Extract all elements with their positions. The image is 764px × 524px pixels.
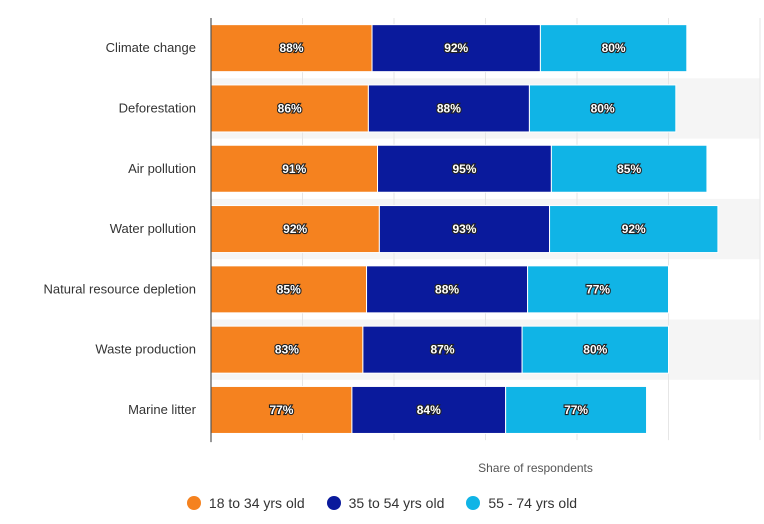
category-label: Waste production (95, 342, 196, 357)
bar-segment (362, 325, 523, 374)
stacked-bar-chart: 88% 92% 80% Climate change 86% 88% 80% Deforest… (44, 18, 761, 475)
category-label: Deforestation (119, 100, 196, 115)
bar-segment (378, 205, 551, 254)
data-label: 95% (452, 162, 476, 176)
data-label: 93% (452, 222, 476, 236)
bar-segment (527, 265, 670, 314)
bar-segment (367, 84, 530, 133)
bar-segment (366, 265, 529, 314)
bar-segment (210, 385, 353, 434)
data-label: 77% (269, 403, 293, 417)
bar-segment (377, 144, 552, 193)
category-label: Climate change (106, 40, 196, 55)
data-label: 88% (435, 282, 459, 296)
data-label: 80% (602, 41, 626, 55)
bar-segment (528, 84, 677, 133)
category-label: Marine litter (128, 402, 197, 417)
data-label: 77% (564, 403, 588, 417)
data-label: 87% (430, 343, 454, 357)
bar-segment (550, 144, 708, 193)
bar-segment (521, 325, 669, 374)
legend-label: 18 to 34 yrs old (208, 495, 305, 511)
legend-item[interactable]: 55 - 74 yrs old (466, 495, 577, 511)
data-label: 85% (617, 162, 641, 176)
bar-segment (210, 84, 369, 133)
data-label: 92% (283, 222, 307, 236)
category-label: Water pollution (110, 221, 196, 236)
legend-marker (466, 496, 481, 510)
legend-marker (186, 496, 201, 510)
data-label: 88% (437, 101, 461, 115)
data-label: 84% (417, 403, 441, 417)
legend-item[interactable]: 18 to 34 yrs old (186, 495, 305, 511)
data-label: 86% (278, 101, 302, 115)
data-label: 80% (583, 343, 607, 357)
data-label: 92% (444, 41, 468, 55)
legend-label: 55 - 74 yrs old (488, 495, 578, 511)
legend-item[interactable]: 35 to 54 yrs old (326, 495, 445, 511)
data-label: 80% (591, 101, 615, 115)
data-label: 92% (622, 222, 646, 236)
x-axis-title: Share of respondents (478, 461, 593, 475)
data-label: 85% (277, 282, 301, 296)
legend: 18 to 34 yrs old 35 to 54 yrs old 55 - 74 … (0, 495, 764, 511)
data-label: 83% (275, 343, 299, 357)
bar-segment (505, 385, 648, 434)
legend-marker (326, 496, 341, 510)
legend-label: 35 to 54 yrs old (348, 495, 445, 511)
data-label: 77% (586, 282, 610, 296)
category-label: Natural resource depletion (44, 281, 196, 296)
data-label: 88% (280, 41, 304, 55)
category-label: Air pollution (128, 161, 196, 176)
bar-segment (210, 144, 379, 193)
bar-segment (549, 205, 719, 254)
bar-segment (539, 24, 688, 73)
bar-segment (210, 205, 380, 254)
bar-segment (351, 385, 507, 434)
data-label: 91% (282, 162, 306, 176)
